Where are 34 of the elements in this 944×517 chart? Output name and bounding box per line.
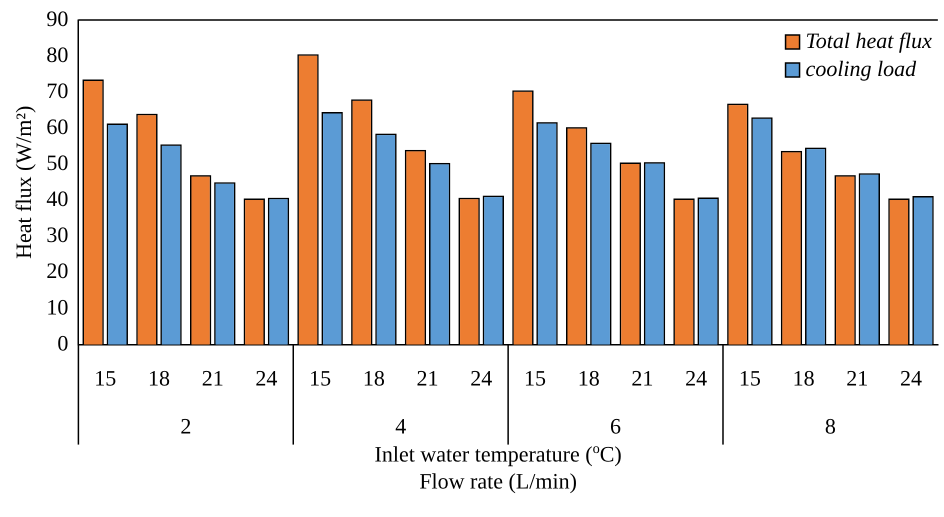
text: 2 [180,413,192,438]
y-tick-label: 0 [57,330,68,356]
y-tick-label: 90 [46,6,68,31]
x-tick-label: 18 [578,366,600,391]
legend-label: cooling load [806,56,918,81]
y-tick-label: 60 [46,114,68,139]
x-tick-label: 24 [900,366,922,391]
x-tick-label: 21 [846,366,868,391]
y-tick-label: 50 [46,150,68,176]
y-tick-label: 30 [46,222,68,248]
y-tick-label: 10 [46,294,68,320]
text: 4 [395,413,406,438]
text: 6 [610,413,622,438]
text: 8 [824,413,836,438]
x-tick-label: 18 [148,366,170,391]
y-tick-label: 70 [46,78,68,103]
legend-label: Total heat flux [806,28,932,53]
x-tick-label: 24 [470,366,492,391]
x-tick-label: 21 [202,366,224,391]
x-tick-label: 18 [362,366,385,391]
x-tick-label: 24 [685,366,708,391]
y-tick-label: 20 [46,258,68,284]
text: Flow rate (L/min) [419,468,577,494]
x-tick-label: 15 [524,366,546,391]
x-tick-label: 15 [738,366,761,391]
x-tick-label: 15 [309,366,332,391]
x-tick-label: 15 [94,366,116,391]
x-tick-label: 21 [631,366,654,391]
y-tick-label: 40 [46,186,68,212]
x-tick-label: 21 [416,366,439,391]
x-tick-label: 24 [255,366,278,391]
y-axis-title: Heat flux (W/m²) [10,106,36,259]
x-tick-label: 18 [792,366,815,391]
y-tick-label: 80 [46,42,68,67]
